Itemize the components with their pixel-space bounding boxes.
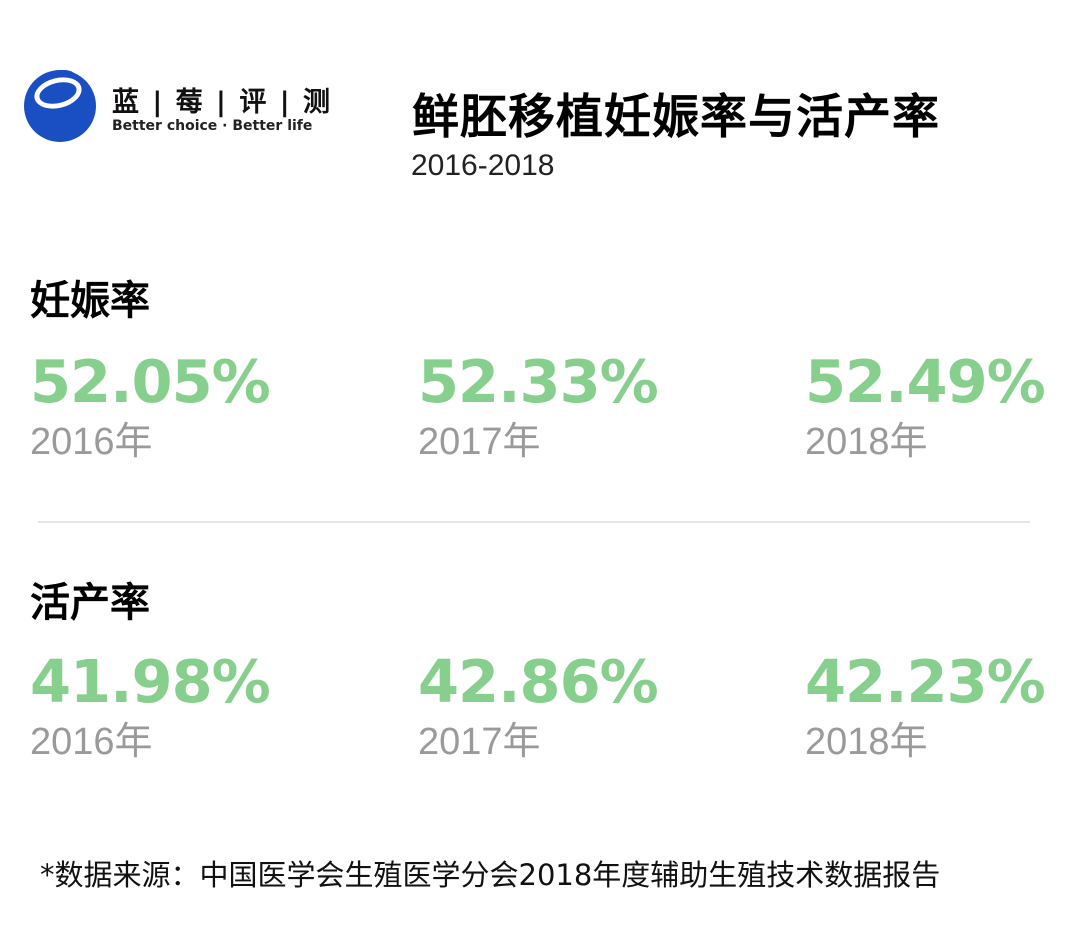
page-subtitle: 2016-2018 <box>411 149 555 182</box>
page-title: 鲜胚移植妊娠率与活产率 <box>412 90 940 145</box>
stat-pregnancy-2016: 52.05% 2016年 <box>30 352 290 461</box>
stat-year: 2018年 <box>805 421 928 463</box>
stat-value: 52.33% <box>418 347 659 416</box>
brand-logo: 蓝 | 莓 | 评 | 测 Better choice · Better lif… <box>24 68 330 144</box>
stat-live-birth-2016: 41.98% 2016年 <box>30 652 290 761</box>
stat-value: 52.49% <box>805 347 1046 416</box>
section-divider <box>38 521 1030 523</box>
stat-pregnancy-2017: 52.33% 2017年 <box>418 352 678 461</box>
stat-value: 41.98% <box>30 647 271 716</box>
stat-live-birth-2017: 42.86% 2017年 <box>418 652 678 761</box>
logo-bump <box>52 70 76 84</box>
blueberry-logo-icon <box>24 70 96 142</box>
stat-year: 2017年 <box>418 721 541 763</box>
stat-year: 2017年 <box>418 421 541 463</box>
brand-slogan: Better choice · Better life <box>112 118 313 134</box>
section-title-live-birth-rate: 活产率 <box>30 580 150 626</box>
brand-name: 蓝 | 莓 | 评 | 测 <box>112 87 332 118</box>
stat-live-birth-2018: 42.23% 2018年 <box>805 652 1065 761</box>
stat-value: 52.05% <box>30 347 271 416</box>
stat-year: 2016年 <box>30 421 153 463</box>
stat-year: 2018年 <box>805 721 928 763</box>
stat-year: 2016年 <box>30 721 153 763</box>
logo-ring <box>31 72 85 114</box>
data-source-footnote: *数据来源：中国医学会生殖医学分会2018年度辅助生殖技术数据报告 <box>40 858 941 892</box>
section-title-pregnancy-rate: 妊娠率 <box>30 278 150 324</box>
stat-pregnancy-2018: 52.49% 2018年 <box>805 352 1065 461</box>
stat-value: 42.86% <box>418 647 659 716</box>
stat-value: 42.23% <box>805 647 1046 716</box>
